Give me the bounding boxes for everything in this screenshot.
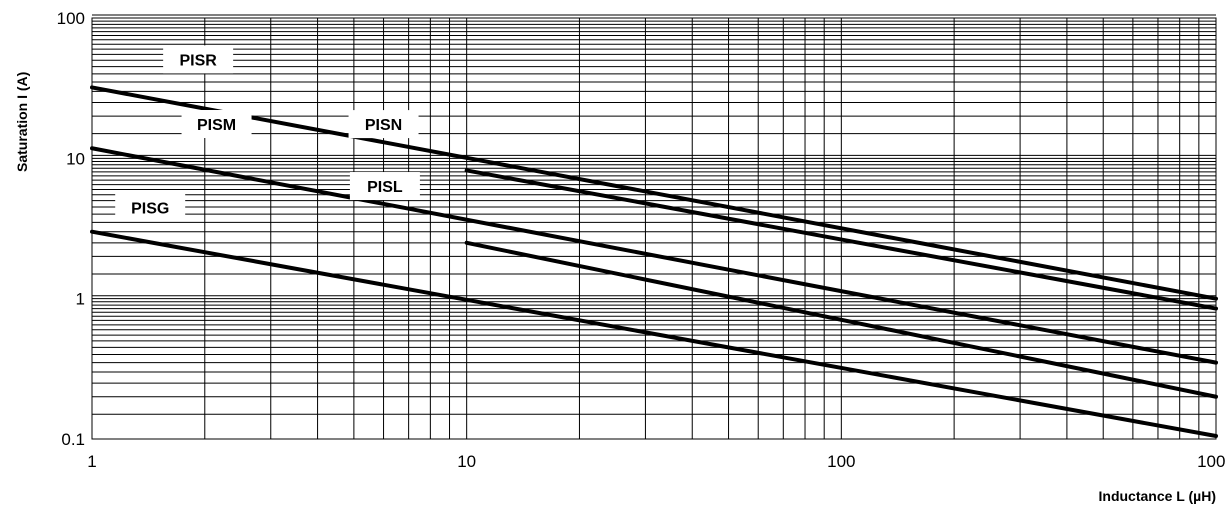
series-label-pisn: PISN (365, 117, 402, 134)
grid (92, 14, 1216, 439)
series-line-pisl (464, 240, 1218, 399)
x-tick-label: 10 (457, 452, 476, 471)
y-tick-label: 100 (57, 9, 85, 28)
x-axis-title: Inductance L (µH) (1099, 488, 1216, 504)
y-tick-label: 10 (66, 149, 85, 168)
series-lines (90, 85, 1218, 439)
series-label-background (349, 172, 420, 201)
y-axis-title: Saturation I (A) (14, 72, 30, 172)
series-label-pisl: PISL (367, 179, 403, 196)
series-label-pisg: PISG (131, 200, 169, 217)
y-tick-label: 1 (76, 290, 85, 309)
series-line-pisn (464, 168, 1218, 311)
series-label-pism: PISM (197, 117, 236, 134)
series-labels: PISR PISN PISM PISL PISG (115, 45, 420, 222)
series-label-background (115, 193, 186, 222)
x-tick-label: 1 (87, 452, 96, 471)
plot-frame (91, 17, 1217, 440)
series-line-pisr (90, 85, 1218, 301)
series-label-background (163, 45, 234, 74)
series-line-pisg (90, 229, 1218, 439)
series-label-background (348, 110, 419, 139)
series-label-background (181, 110, 252, 139)
y-tick-label: 0.1 (61, 430, 85, 449)
series-line-pism (90, 146, 1218, 365)
x-tick-label: 100 (827, 452, 855, 471)
series-label-pisr: PISR (179, 52, 217, 69)
